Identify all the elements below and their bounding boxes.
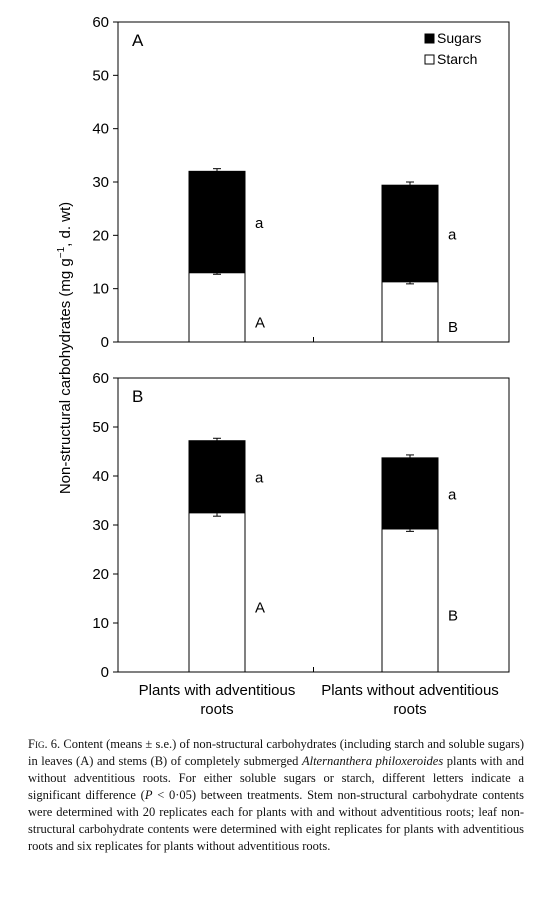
y-tick-label: 60 [92,14,109,31]
x-label-2-line1: Plants without adventitious [321,682,499,699]
caption-text-2: plants with and without adventitious roo… [28,754,524,802]
y-tick-label: 30 [92,517,109,534]
panel-label: B [132,387,143,406]
significance-letter-starch: B [448,607,458,624]
legend-label: Starch [437,51,477,67]
x-label-1-line2: roots [200,701,233,718]
y-tick-label: 30 [92,174,109,191]
y-tick-label: 60 [92,370,109,387]
caption-label: Fig. 6. [28,737,61,751]
y-tick-label: 10 [92,615,109,632]
significance-letter-starch: B [448,319,458,336]
panel-label: A [132,31,144,50]
y-tick-label: 20 [92,227,109,244]
legend-label: Sugars [437,30,481,46]
plot-frame [117,21,510,343]
bar-sugars [381,457,439,530]
significance-letter-sugars: a [255,470,264,487]
y-tick-label: 50 [92,419,109,436]
caption-text-3: < 0·05) between treatments. Stem non-str… [28,788,524,853]
bar-sugars [188,170,246,274]
x-label-2-line2: roots [393,701,426,718]
significance-letter-sugars: a [448,226,457,243]
y-axis-label: Non-structural carbohydrates (mg g−1, d.… [56,202,74,494]
panel-b: 0 10 20 30 40 50 60 B Aa Ba [92,370,510,681]
figure-caption: Fig. 6. Content (means ± s.e.) of non-st… [28,736,524,855]
legend-swatch [424,33,435,44]
significance-letter-sugars: a [448,486,457,503]
y-tick-label: 20 [92,566,109,583]
bar-starch [381,281,439,343]
bar-starch [381,528,439,673]
plot-frame [117,377,510,673]
legend: Sugars Starch [424,30,481,67]
y-tick-label: 50 [92,67,109,84]
y-tick-label: 40 [92,468,109,485]
panel-a: 0 10 20 30 40 50 60 A Aa Ba Sugars Starch [92,14,510,351]
significance-letter-starch: A [255,314,265,331]
bar-starch [188,512,246,673]
y-tick-label: 0 [101,334,109,351]
x-axis-labels: Plants with adventitious roots Plants wi… [139,682,499,718]
bar-sugars [188,440,246,514]
bar-starch [188,272,246,343]
caption-text-1: Content (means ± s.e.) of non-structural… [28,737,525,768]
x-label-1-line1: Plants with adventitious [139,682,296,699]
y-tick-label: 40 [92,121,109,138]
y-tick-label: 10 [92,281,109,298]
y-tick-label: 0 [101,664,109,681]
bar-sugars [381,184,439,283]
caption-species: Alternanthera philoxeroides [301,754,444,768]
legend-swatch [424,54,435,65]
significance-letter-sugars: a [255,215,264,232]
significance-letter-starch: A [255,599,265,616]
chart-figure: 0 10 20 30 40 50 60 A Aa Ba Sugars Starch 0 10 20 30 40… [56,14,510,718]
caption-p-symbol: P [144,788,153,802]
